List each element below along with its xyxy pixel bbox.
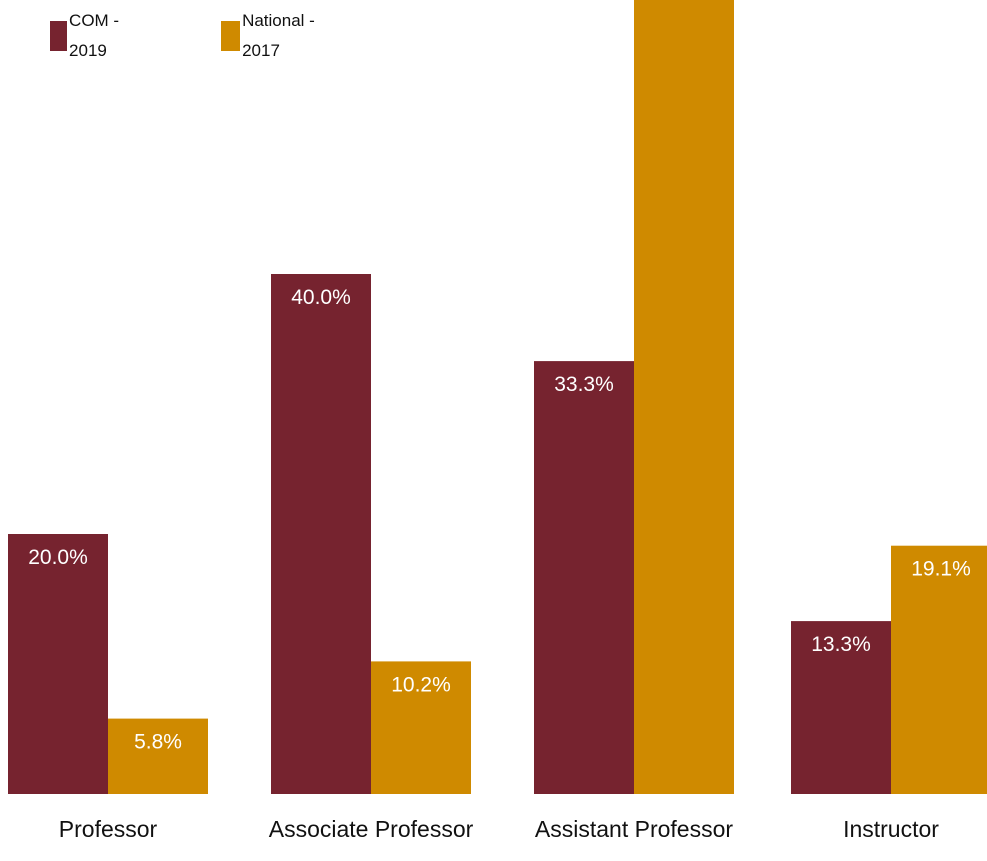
data-label-com-2019-assistant-professor: 33.3% xyxy=(554,373,614,396)
legend-swatch-national-2017 xyxy=(221,21,241,51)
data-label-national-2017-instructor: 19.1% xyxy=(911,558,971,581)
legend-label-com-2019: COM - 2019 xyxy=(69,11,120,60)
data-label-national-2017-professor: 5.8% xyxy=(134,731,182,754)
data-label-com-2019-associate-professor: 40.0% xyxy=(291,286,351,309)
bar-national-2017-associate-professor xyxy=(371,661,471,794)
bar-com-2019-professor xyxy=(8,534,108,794)
legend-swatch-com-2019 xyxy=(50,21,68,51)
category-label-assistant-professor: Assistant Professor xyxy=(535,816,733,842)
category-label-professor: Professor xyxy=(59,816,158,842)
data-label-com-2019-professor: 20.0% xyxy=(28,546,88,569)
category-label-associate-professor: Associate Professor xyxy=(269,816,474,842)
bar-national-2017-assistant-professor xyxy=(634,0,734,794)
data-label-com-2019-instructor: 13.3% xyxy=(811,633,871,656)
bar-national-2017-professor xyxy=(108,718,208,794)
bar-com-2019-instructor xyxy=(791,621,891,794)
legend-label-national-2017: National - 2017 xyxy=(242,11,315,60)
bar-national-2017-instructor xyxy=(891,545,987,794)
legend-item-com-2019: COM - 2019 xyxy=(50,6,122,66)
data-label-national-2017-associate-professor: 10.2% xyxy=(391,673,451,696)
bar-com-2019-assistant-professor xyxy=(534,361,634,794)
category-label-instructor: Instructor xyxy=(843,816,939,842)
bar-com-2019-associate-professor xyxy=(271,274,371,794)
legend-item-national-2017: National - 2017 xyxy=(221,6,315,66)
